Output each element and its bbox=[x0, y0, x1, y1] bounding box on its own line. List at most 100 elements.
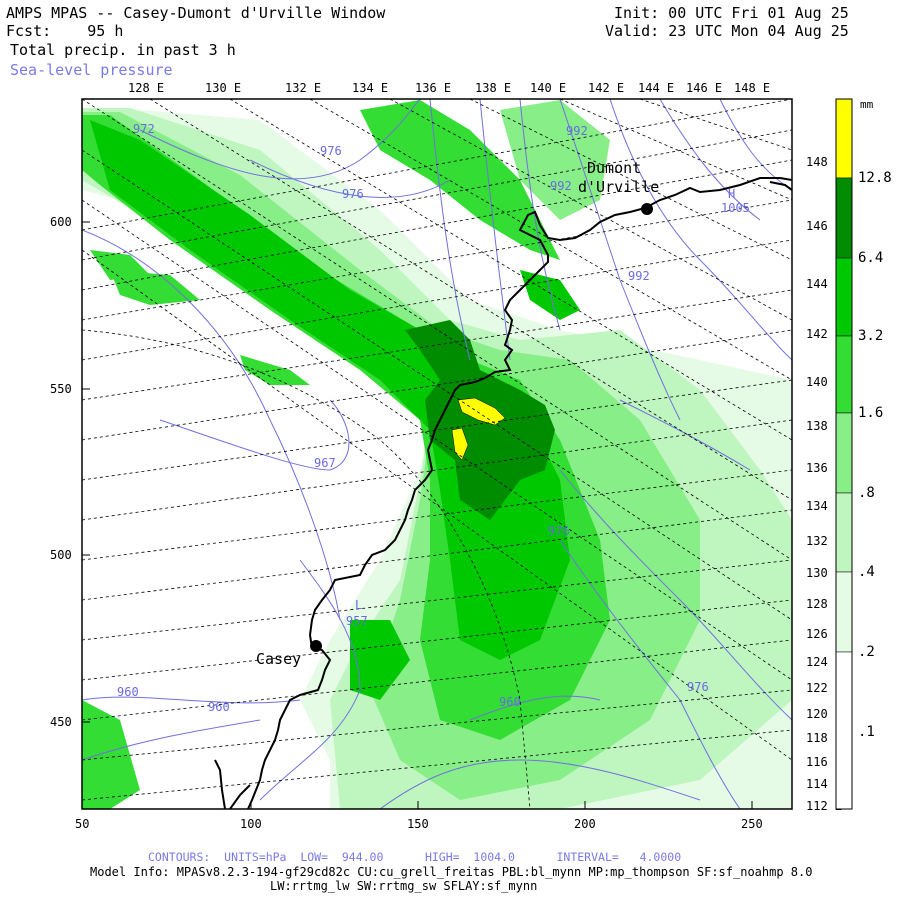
legend-level: 6.4 bbox=[858, 250, 883, 266]
right-tick-label: 128 E bbox=[806, 597, 842, 611]
legend-swatch bbox=[835, 257, 853, 337]
casey-label: Casey bbox=[256, 650, 301, 668]
pressure-label: 960 bbox=[117, 685, 139, 699]
legend-swatch bbox=[835, 335, 853, 414]
legend-frame bbox=[835, 98, 853, 810]
pressure-label: 960 bbox=[208, 700, 230, 714]
x-tick-label: 50 bbox=[75, 817, 89, 831]
lon-tick-label: 144 E bbox=[638, 81, 674, 95]
lon-tick-label: 132 E bbox=[285, 81, 321, 95]
right-tick-label: 126 E bbox=[806, 627, 842, 641]
pressure-label: 957 bbox=[346, 614, 368, 628]
right-tick-label: 136 E bbox=[806, 461, 842, 475]
pressure-label: 976 bbox=[342, 187, 364, 201]
init-time: Init: 00 UTC Fri 01 Aug 25 bbox=[614, 4, 849, 22]
contour-info: CONTOURS: UNITS=hPa LOW= 944.00 HIGH= 10… bbox=[148, 850, 682, 864]
pressure-label: 976 bbox=[687, 680, 709, 694]
pressure-label: 992 bbox=[566, 124, 588, 138]
x-tick-label: 250 bbox=[741, 817, 763, 831]
right-tick-label: 130 E bbox=[806, 566, 842, 580]
y-tick-label: 500 bbox=[50, 548, 72, 562]
right-tick-label: 142 E bbox=[806, 327, 842, 341]
legend-swatch bbox=[835, 651, 853, 810]
right-tick-label: 138 E bbox=[806, 419, 842, 433]
legend-swatch bbox=[835, 177, 853, 259]
right-tick-label: 114 E bbox=[806, 777, 842, 791]
right-tick-label: 148 E bbox=[806, 155, 842, 169]
pressure-label: 960 bbox=[499, 695, 521, 709]
x-tick-label: 150 bbox=[407, 817, 429, 831]
top-longitude-axis: 128 E 130 E 132 E 134 E 136 E 138 E 140 … bbox=[128, 81, 770, 95]
lon-tick-label: 146 E bbox=[686, 81, 722, 95]
right-tick-label: 146 E bbox=[806, 219, 842, 233]
y-tick-label: 450 bbox=[50, 715, 72, 729]
right-tick-label: 122 E bbox=[806, 681, 842, 695]
low-marker: L bbox=[355, 598, 362, 612]
right-tick-label: 118 E bbox=[806, 731, 842, 745]
legend-level: 1.6 bbox=[858, 405, 883, 421]
legend-level: .1 bbox=[858, 724, 875, 740]
pressure-label: 976 bbox=[548, 524, 570, 538]
right-tick-label: 144 E bbox=[806, 277, 842, 291]
pressure-labels: 972 976 976 992 992 992 1005 H 967 L 957… bbox=[117, 122, 750, 714]
legend-swatch bbox=[835, 571, 853, 653]
legend-level: .2 bbox=[858, 644, 875, 660]
coastline bbox=[214, 177, 792, 809]
lon-tick-label: 142 E bbox=[588, 81, 624, 95]
casey-station-marker bbox=[310, 640, 322, 652]
map-panel bbox=[82, 99, 792, 809]
pressure-label: 967 bbox=[314, 456, 336, 470]
lon-tick-label: 134 E bbox=[352, 81, 388, 95]
model-info: Model Info: MPASv8.2.3-194-gf29cd82c CU:… bbox=[90, 865, 813, 879]
lat-lon-grid bbox=[82, 99, 792, 809]
dumont-label: Dumont bbox=[587, 159, 641, 177]
legend-swatch bbox=[835, 412, 853, 494]
x-tick-label: 200 bbox=[574, 817, 596, 831]
map-frame bbox=[81, 98, 793, 810]
pressure-label: 992 bbox=[550, 179, 572, 193]
pressure-label: 992 bbox=[628, 269, 650, 283]
right-tick-label: 112 E bbox=[806, 799, 842, 813]
right-tick-label: 120 E bbox=[806, 707, 842, 721]
pressure-label: 1005 bbox=[721, 201, 750, 215]
y-axis: 600 550 500 450 bbox=[50, 215, 90, 729]
x-axis: 50 100 150 200 250 bbox=[75, 801, 763, 831]
lon-tick-label: 136 E bbox=[415, 81, 451, 95]
durville-label: d'Urville bbox=[578, 178, 659, 196]
x-tick-label: 100 bbox=[240, 817, 262, 831]
dumont-station-marker bbox=[641, 203, 653, 215]
right-tick-label: 140 E bbox=[806, 375, 842, 389]
right-tick-label: 134 E bbox=[806, 499, 842, 513]
chart-title: AMPS MPAS -- Casey-Dumont d'Urville Wind… bbox=[6, 4, 386, 22]
overlay-name: Sea-level pressure bbox=[10, 61, 173, 79]
legend-level: .8 bbox=[858, 485, 875, 501]
model-info-2: LW:rrtmg_lw SW:rrtmg_sw SFLAY:sf_mynn bbox=[270, 879, 538, 893]
high-marker: H bbox=[728, 187, 735, 201]
right-longitude-axis: 148 E 146 E 144 E 142 E 140 E 138 E 136 … bbox=[806, 155, 842, 813]
valid-time: Valid: 23 UTC Mon 04 Aug 25 bbox=[605, 22, 849, 40]
field-name: Total precip. in past 3 h bbox=[10, 41, 236, 59]
lon-tick-label: 138 E bbox=[475, 81, 511, 95]
pressure-label: 972 bbox=[133, 122, 155, 136]
lon-tick-label: 130 E bbox=[205, 81, 241, 95]
precip-shading bbox=[82, 100, 792, 809]
legend-unit: mm bbox=[860, 98, 874, 111]
precip-legend: mm 12.8 6.4 3.2 1.6 .8 .4 .2 .1 bbox=[835, 98, 892, 810]
legend-level: .4 bbox=[858, 564, 875, 580]
lon-tick-label: 140 E bbox=[530, 81, 566, 95]
lon-tick-label: 148 E bbox=[734, 81, 770, 95]
y-tick-label: 550 bbox=[50, 382, 72, 396]
right-tick-label: 132 E bbox=[806, 534, 842, 548]
lon-tick-label: 128 E bbox=[128, 81, 164, 95]
pressure-label: 976 bbox=[320, 144, 342, 158]
legend-swatch bbox=[835, 98, 853, 179]
y-tick-label: 600 bbox=[50, 215, 72, 229]
legend-swatch bbox=[835, 492, 853, 573]
right-tick-label: 124 E bbox=[806, 655, 842, 669]
legend-level: 3.2 bbox=[858, 328, 883, 344]
forecast-hour: Fcst: 95 h bbox=[6, 22, 124, 40]
right-tick-label: 116 E bbox=[806, 755, 842, 769]
legend-level: 12.8 bbox=[858, 170, 892, 186]
pressure-contours bbox=[82, 99, 792, 809]
